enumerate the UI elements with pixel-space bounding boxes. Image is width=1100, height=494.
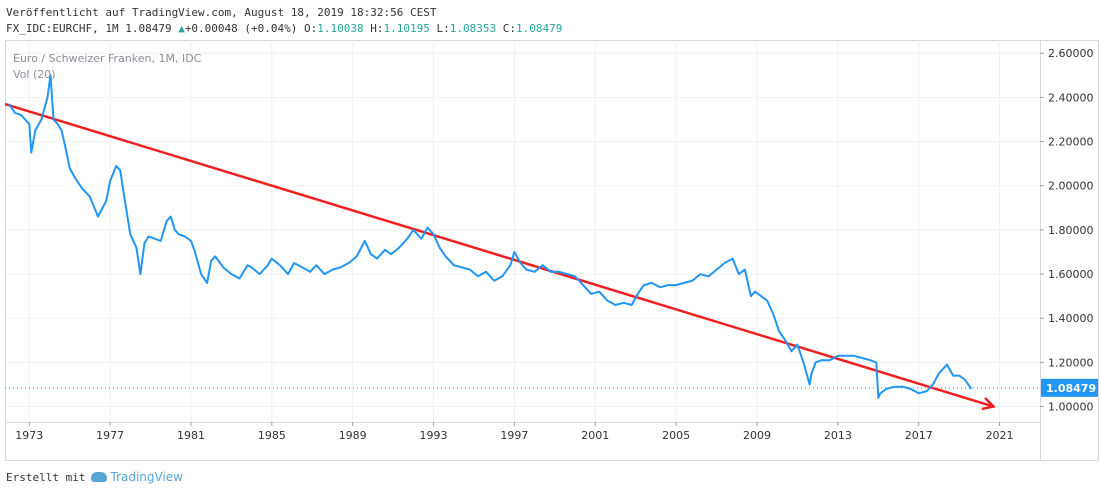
x-tick-label: 2001 <box>581 429 609 442</box>
high-label: H: <box>370 22 384 35</box>
published-text: Veröffentlicht auf TradingView.com, Augu… <box>6 6 437 19</box>
x-tick-label: 1973 <box>15 429 43 442</box>
x-tick-label: 2013 <box>824 429 852 442</box>
published-line: Veröffentlicht auf TradingView.com, Augu… <box>6 6 436 19</box>
volume-legend: Vol (20) <box>13 68 56 81</box>
x-tick-label: 1981 <box>177 429 205 442</box>
symbol-text: FX_IDC:EURCHF, 1M 1.08479 <box>6 22 179 35</box>
footer: Erstellt mit TradingView <box>6 470 183 484</box>
x-tick-label: 1993 <box>420 429 448 442</box>
x-tick-label: 2009 <box>743 429 771 442</box>
created-with-text: Erstellt mit <box>6 470 86 484</box>
y-tick-label: 2.20000 <box>1048 136 1094 149</box>
low-value: 1.08353 <box>449 22 497 35</box>
price-series-line[interactable] <box>8 74 973 399</box>
last-price-badge <box>1041 378 1098 397</box>
x-tick-label: 1989 <box>339 429 367 442</box>
y-tick-label: 1.80000 <box>1048 224 1094 237</box>
high-value: 1.10195 <box>383 22 430 35</box>
chart-frame[interactable]: 1973 1977 1981 1985 1989 1993 1997 2001 2005 2009… <box>0 40 1100 462</box>
x-tick-label: 2017 <box>905 429 933 442</box>
tradingview-cloud-icon <box>91 472 108 482</box>
change-text: +0.00048 (+0.04%) <box>184 22 298 35</box>
x-tick-label: 1977 <box>96 429 124 442</box>
close-label: C: <box>502 22 516 35</box>
open-value: 1.10038 <box>317 22 364 35</box>
x-tick-label: 1985 <box>258 429 286 442</box>
close-value: 1.08479 <box>515 22 563 35</box>
low-label: L: <box>436 22 450 35</box>
trend-line[interactable] <box>4 102 994 408</box>
chart-border <box>5 40 1099 461</box>
trend-arrowhead <box>981 397 996 411</box>
y-tick-label: 2.60000 <box>1048 47 1094 60</box>
series-legend: Euro / Schweizer Franken, 1M, IDC <box>13 52 202 65</box>
change-up-icon: ▲ <box>178 22 185 35</box>
y-tick-label: 2.40000 <box>1048 91 1094 104</box>
x-tick-label: 2005 <box>662 429 690 442</box>
x-tick-label: 2021 <box>986 429 1014 442</box>
y-tick-label: 1.00000 <box>1048 401 1094 414</box>
y-tick-label: 2.00000 <box>1048 180 1094 193</box>
y-tick-label: 1.60000 <box>1048 268 1094 281</box>
y-tick-label: 1.40000 <box>1048 312 1094 325</box>
y-tick-label: 1.20000 <box>1048 356 1094 369</box>
open-label: O: <box>304 22 318 35</box>
tradingview-logo[interactable]: TradingView <box>91 470 183 484</box>
tradingview-brand: TradingView <box>110 470 183 484</box>
x-tick-label: 1997 <box>500 429 528 442</box>
price-chart[interactable]: 1973 1977 1981 1985 1989 1993 1997 2001 2005 2009… <box>0 40 1100 462</box>
last-price-label: 1.08479 <box>1046 382 1096 395</box>
symbol-line: FX_IDC:EURCHF, 1M 1.08479 ▲+0.00048 (+0.… <box>6 22 562 35</box>
